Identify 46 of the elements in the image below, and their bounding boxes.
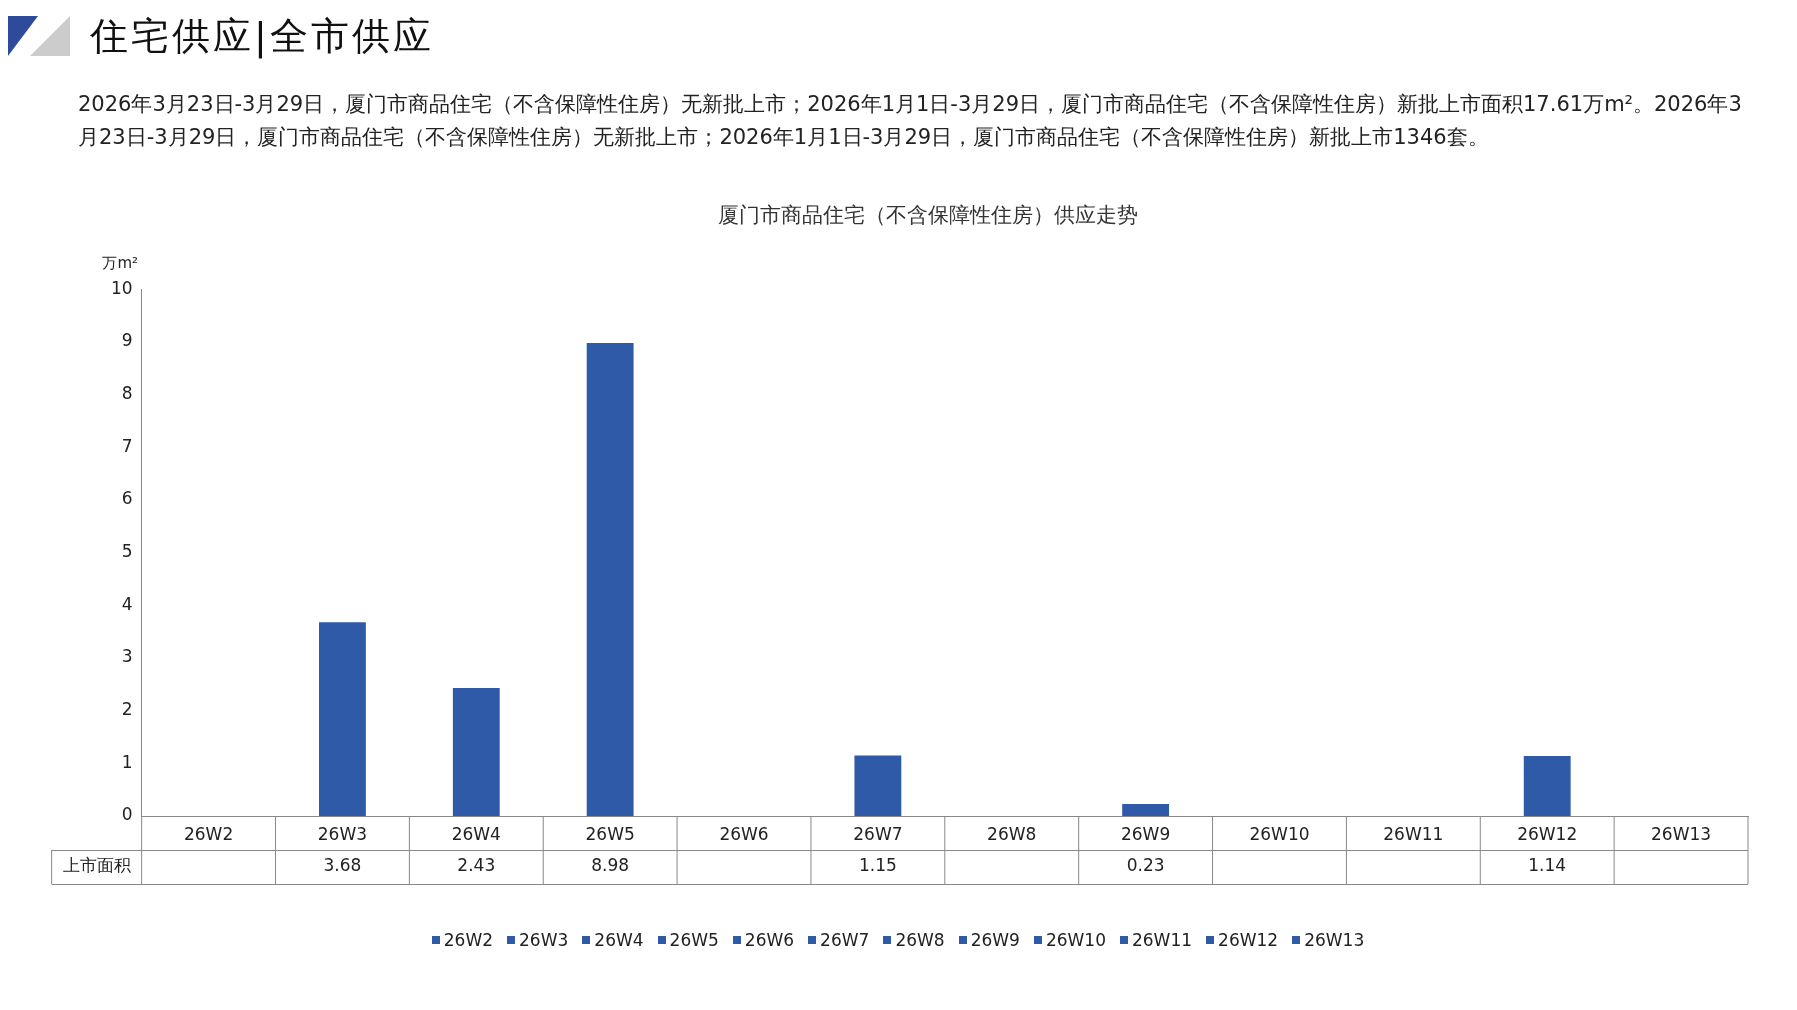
x-tick-label: 26W2 xyxy=(183,823,234,844)
x-tick-label: 26W9 xyxy=(1120,823,1171,844)
data-label: 1.15 xyxy=(858,855,897,876)
category-label: 26W12 xyxy=(1218,930,1279,950)
x-tick-label: 26W8 xyxy=(987,823,1037,844)
y-tick-label: 0 xyxy=(121,804,133,825)
y-tick-label: 1 xyxy=(121,751,133,772)
y-tick-label: 9 xyxy=(121,330,133,351)
category-label: 26W2 xyxy=(443,930,494,950)
chart-title: 厦门市商品住宅（不含保障性住房）供应走势 xyxy=(718,203,1138,228)
data-label: 3.68 xyxy=(323,855,362,876)
x-tick-label: 26W12 xyxy=(1517,823,1578,844)
category-label: 26W5 xyxy=(669,930,719,950)
category-label: 26W8 xyxy=(895,930,945,950)
x-tick-label: 26W6 xyxy=(719,823,769,844)
x-tick-label: 26W11 xyxy=(1383,823,1444,844)
data-label: 2.43 xyxy=(457,855,496,876)
y-tick-label: 3 xyxy=(121,646,133,667)
y-tick-label: 6 xyxy=(121,488,133,509)
category-label: 26W3 xyxy=(519,930,569,950)
data-label: 8.98 xyxy=(591,855,630,876)
category-label: 26W13 xyxy=(1304,930,1365,950)
category-label: 26W7 xyxy=(820,930,870,950)
y-tick-label: 4 xyxy=(121,593,133,614)
y-tick-label: 8 xyxy=(121,382,133,403)
y-tick-label: 5 xyxy=(121,541,133,562)
category-label: 26W10 xyxy=(1045,930,1106,950)
x-tick-label: 26W7 xyxy=(853,823,903,844)
x-tick-label: 26W5 xyxy=(585,823,635,844)
text: 住宅供应|全市供应 xyxy=(90,12,434,61)
text: 上市面积 xyxy=(62,855,131,876)
x-tick-label: 26W13 xyxy=(1651,823,1712,844)
category-label: 26W9 xyxy=(970,930,1020,950)
category-label: 26W11 xyxy=(1131,930,1193,950)
y-tick-label: 10 xyxy=(110,277,133,298)
data-label: 1.14 xyxy=(1528,855,1567,876)
x-tick-label: 26W3 xyxy=(317,823,368,844)
category-label: 26W4 xyxy=(594,930,644,950)
y-axis-title: 万m² xyxy=(102,253,138,272)
x-tick-label: 26W10 xyxy=(1249,823,1310,844)
x-tick-label: 26W4 xyxy=(451,823,501,844)
y-tick-label: 2 xyxy=(121,699,133,720)
category-label: 26W6 xyxy=(744,930,795,950)
data-label: 0.23 xyxy=(1126,855,1165,876)
text: 2026年3月23日-3月29日，厦门市商品住宅（不含保障性住房）无新批上市；2026年1月1日-3月29日，厦门市商品住宅（不含保障性住房）新批上市面积17.61万m²。2026年3月23日-3月29日，厦门市商品住宅（不含保障性住房）无新批上市；2026年1月1日-3月29日，厦门市商品住宅（不含保障性住房）新批上市1346套。 xyxy=(78,91,1743,151)
y-tick-label: 7 xyxy=(121,435,133,456)
